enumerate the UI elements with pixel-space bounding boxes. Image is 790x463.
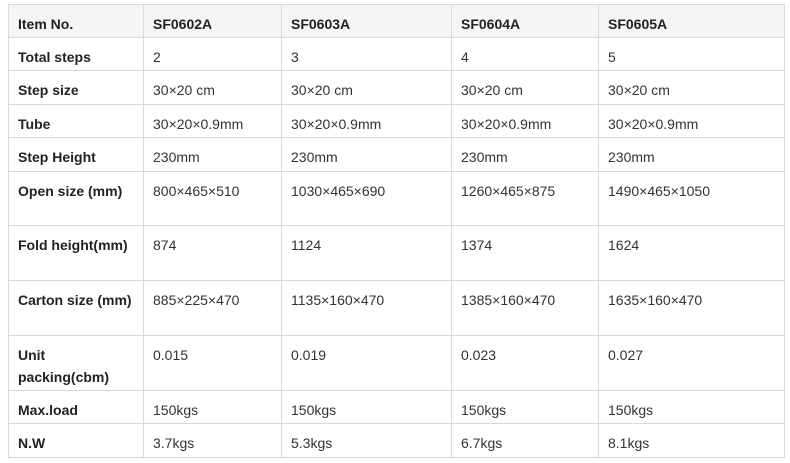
table-row: Tube 30×20×0.9mm 30×20×0.9mm 30×20×0.9mm 30×… [8, 104, 785, 138]
product-spec-table: Item No. SF0602A SF0603A SF0604A SF0605A Tota… [8, 4, 785, 458]
table-cell: 230mm [598, 137, 785, 172]
table-cell: 150kgs [451, 390, 599, 424]
column-header: SF0604A [451, 4, 599, 38]
row-label: Fold height(mm) [8, 225, 144, 281]
table-header-row: Item No. SF0602A SF0603A SF0604A SF0605A [8, 4, 785, 38]
row-label: Open size (mm) [8, 171, 144, 226]
table-cell: 2 [143, 37, 282, 71]
table-cell: 4 [451, 37, 599, 71]
table-cell: 1260×465×875 [451, 171, 599, 226]
table-cell: 230mm [451, 137, 599, 172]
table-cell: 0.015 [143, 335, 282, 391]
table-cell: 230mm [281, 137, 452, 172]
table-cell: 1135×160×470 [281, 280, 452, 336]
row-label: Max.load [8, 390, 144, 424]
table-cell: 1624 [598, 225, 785, 281]
table-row: Step size 30×20 cm 30×20 cm 30×20 cm 30×20 c… [8, 70, 785, 105]
table-cell: 30×20×0.9mm [143, 104, 282, 138]
table-cell: 8.1kgs [598, 423, 785, 458]
table-cell: 30×20 cm [598, 70, 785, 105]
row-label: Unit packing(cbm) [8, 335, 144, 391]
row-label: Carton size (mm) [8, 280, 144, 336]
table-cell: 30×20×0.9mm [451, 104, 599, 138]
row-label: Tube [8, 104, 144, 138]
table-cell: 1374 [451, 225, 599, 281]
table-row: Carton size (mm) 885×225×470 1135×160×470 1… [8, 280, 785, 336]
row-label: Step size [8, 70, 144, 105]
column-header: SF0605A [598, 4, 785, 38]
table-cell: 230mm [143, 137, 282, 172]
row-label: Step Height [8, 137, 144, 172]
table-row: Unit packing(cbm) 0.015 0.019 0.023 0.027 [8, 335, 785, 391]
table-cell: 3 [281, 37, 452, 71]
table-cell: 1124 [281, 225, 452, 281]
row-label: N.W [8, 423, 144, 458]
table-cell: 0.027 [598, 335, 785, 391]
table-cell: 150kgs [598, 390, 785, 424]
table-cell: 885×225×470 [143, 280, 282, 336]
table-cell: 5 [598, 37, 785, 71]
table-row: N.W 3.7kgs 5.3kgs 6.7kgs 8.1kgs [8, 423, 785, 458]
column-header: Item No. [8, 4, 144, 38]
table-row: Fold height(mm) 874 1124 1374 1624 [8, 225, 785, 281]
table-cell: 150kgs [143, 390, 282, 424]
table-cell: 30×20×0.9mm [281, 104, 452, 138]
table-cell: 30×20 cm [281, 70, 452, 105]
table-cell: 30×20 cm [143, 70, 282, 105]
table-cell: 1385×160×470 [451, 280, 599, 336]
table-row: Open size (mm) 800×465×510 1030×465×690 126… [8, 171, 785, 226]
table-cell: 5.3kgs [281, 423, 452, 458]
table-cell: 3.7kgs [143, 423, 282, 458]
table-cell: 0.019 [281, 335, 452, 391]
table-cell: 1490×465×1050 [598, 171, 785, 226]
table-cell: 30×20×0.9mm [598, 104, 785, 138]
table-cell: 30×20 cm [451, 70, 599, 105]
column-header: SF0602A [143, 4, 282, 38]
table-row: Total steps 2 3 4 5 [8, 37, 785, 71]
table-cell: 150kgs [281, 390, 452, 424]
row-label: Total steps [8, 37, 144, 71]
table-cell: 1635×160×470 [598, 280, 785, 336]
table-cell: 0.023 [451, 335, 599, 391]
column-header: SF0603A [281, 4, 452, 38]
table-cell: 6.7kgs [451, 423, 599, 458]
table-cell: 874 [143, 225, 282, 281]
table-cell: 1030×465×690 [281, 171, 452, 226]
table-cell: 800×465×510 [143, 171, 282, 226]
table-row: Max.load 150kgs 150kgs 150kgs 150kgs [8, 390, 785, 424]
table-row: Step Height 230mm 230mm 230mm 230mm [8, 137, 785, 172]
